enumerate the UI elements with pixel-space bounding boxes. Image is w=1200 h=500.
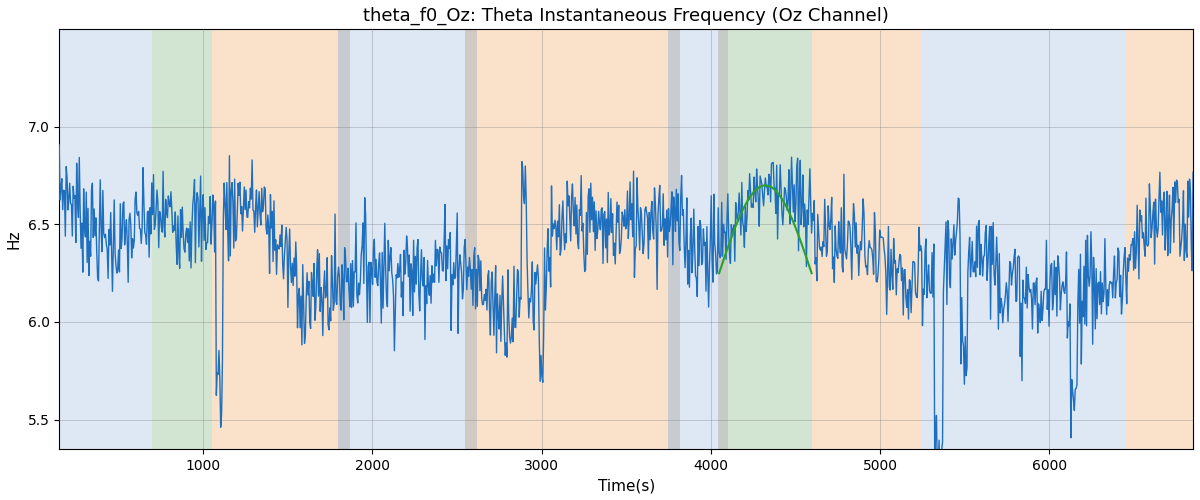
Bar [211,30,338,449]
Bar [152,30,211,449]
X-axis label: Time(s): Time(s) [598,478,655,493]
Bar [668,30,680,449]
Bar [59,30,152,449]
Bar [338,30,466,449]
Bar [1126,30,1193,449]
Title: theta_f0_Oz: Theta Instantaneous Frequency (Oz Channel): theta_f0_Oz: Theta Instantaneous Frequen… [364,7,889,25]
Bar [338,30,350,449]
Bar [466,30,668,449]
Bar [718,30,727,449]
Y-axis label: Hz: Hz [7,230,22,249]
Bar [923,30,1126,449]
Bar [668,30,719,449]
Bar [812,30,923,449]
Bar [466,30,478,449]
Bar [719,30,812,449]
